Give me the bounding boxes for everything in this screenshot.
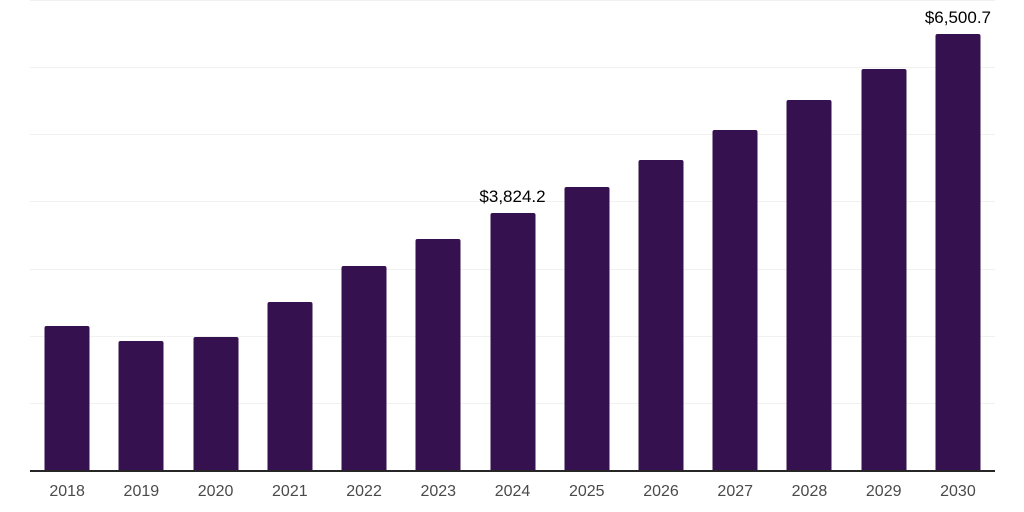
bar-cell-2027 <box>698 0 772 470</box>
data-label-2030: $6,500.7 <box>924 7 992 27</box>
bar-cell-2025 <box>550 0 624 470</box>
bar-cell-2024: $3,824.2 <box>475 0 549 470</box>
plot-area: $3,824.2 $6,500.7 <box>30 0 995 472</box>
bar-2028 <box>786 100 832 470</box>
bar-cell-2029 <box>847 0 921 470</box>
x-tick-2020: 2020 <box>197 483 234 500</box>
gridline-5000 <box>30 134 995 136</box>
bar-2024 <box>490 213 536 470</box>
bar-cell-2019 <box>104 0 178 470</box>
x-tick-2018: 2018 <box>49 483 85 500</box>
bar-cell-2018 <box>30 0 104 470</box>
x-tick-2028: 2028 <box>791 483 828 500</box>
x-tick-2029: 2029 <box>865 483 902 500</box>
x-tick-2030: 2030 <box>940 483 976 500</box>
bar-2030 <box>935 33 981 470</box>
bar-cell-2026 <box>624 0 698 470</box>
bar-cell-2028 <box>772 0 846 470</box>
x-tick-2023: 2023 <box>420 483 457 500</box>
bars: $3,824.2 $6,500.7 <box>30 0 995 470</box>
bar-cell-2020 <box>178 0 252 470</box>
gridline-6000 <box>30 67 995 69</box>
bar-2027 <box>712 129 758 470</box>
bar-2029 <box>861 68 907 470</box>
x-tick-2021: 2021 <box>272 483 308 500</box>
bar-cell-2022 <box>327 0 401 470</box>
bar-2018 <box>44 325 90 470</box>
bar-2020 <box>193 336 239 470</box>
x-tick-2022: 2022 <box>346 483 382 500</box>
gridline-4000 <box>30 201 995 203</box>
bar-2025 <box>564 187 610 470</box>
data-label-2024: $3,824.2 <box>479 187 546 207</box>
bar-2026 <box>638 159 684 470</box>
x-tick-2025: 2025 <box>568 483 605 500</box>
bar-2022 <box>341 266 387 470</box>
gridline-7000 <box>30 0 995 1</box>
bar-2021 <box>267 301 313 470</box>
bar-cell-2023 <box>401 0 475 470</box>
bar-2023 <box>415 239 461 470</box>
bar-2019 <box>118 341 164 470</box>
x-tick-2024: 2024 <box>494 483 531 500</box>
x-tick-2019: 2019 <box>123 483 160 500</box>
x-axis-labels: 2018 2019 2020 2021 2022 2023 2024 2025 2026 2027… <box>30 482 995 502</box>
bar-cell-2030: $6,500.7 <box>921 0 995 470</box>
x-tick-2026: 2026 <box>643 483 679 500</box>
bar-cell-2021 <box>253 0 327 470</box>
x-tick-2027: 2027 <box>717 483 754 500</box>
